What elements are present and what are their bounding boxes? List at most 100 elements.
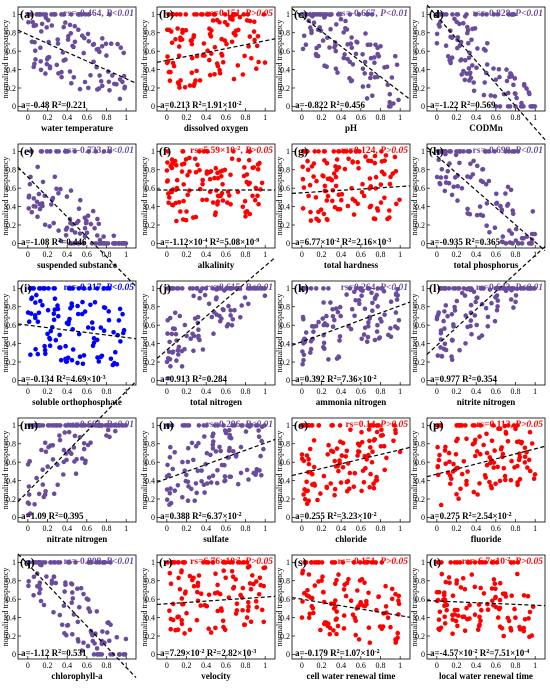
data-point (192, 498, 197, 503)
scatter-points (26, 560, 128, 657)
data-point (384, 604, 389, 609)
data-point (255, 194, 260, 199)
data-point (506, 439, 511, 444)
data-point (185, 193, 190, 198)
data-point (115, 42, 120, 47)
data-point (326, 357, 331, 362)
data-point (117, 652, 122, 657)
data-point (242, 165, 247, 170)
data-point (167, 502, 172, 507)
data-point (179, 618, 184, 623)
rs-annotation: rs=-0.828, P<0.01 (473, 9, 543, 19)
data-point (223, 576, 228, 581)
data-point (440, 572, 445, 577)
plot-frame (18, 418, 136, 522)
data-point (365, 96, 370, 101)
data-point (503, 474, 508, 479)
data-point (459, 57, 464, 62)
y-axis-label: normalized transparency (275, 431, 284, 510)
data-point (77, 332, 82, 337)
data-point (497, 75, 502, 80)
data-point (443, 621, 448, 626)
data-point (511, 305, 516, 310)
data-point (307, 462, 312, 467)
data-point (311, 12, 316, 17)
y-tick-label: 0 (151, 650, 155, 659)
x-tick-label: 0.2 (43, 250, 53, 259)
x-tick-label: 0.6 (82, 524, 92, 533)
data-point (354, 52, 359, 57)
data-point (479, 179, 484, 184)
y-tick-label: 1 (286, 147, 290, 156)
data-point (485, 463, 490, 468)
data-point (245, 468, 250, 473)
data-point (73, 230, 78, 235)
data-point (388, 182, 393, 187)
data-point (95, 609, 100, 614)
x-tick-label: 0.6 (221, 387, 231, 396)
data-point (194, 69, 199, 74)
fit-line (292, 9, 410, 100)
data-point (307, 615, 312, 620)
data-point (205, 169, 210, 174)
data-point (68, 69, 73, 74)
data-point (468, 149, 473, 154)
data-point (359, 489, 364, 494)
data-point (310, 324, 315, 329)
data-point (190, 71, 195, 76)
data-point (256, 60, 261, 65)
data-point (314, 53, 319, 58)
y-tick-label: 1 (12, 147, 16, 156)
data-point (512, 607, 517, 612)
data-point (389, 299, 394, 304)
data-point (467, 78, 472, 83)
data-point (37, 492, 42, 497)
scatter-points (300, 149, 401, 223)
data-point (530, 441, 535, 446)
y-tick-label: 1 (151, 558, 155, 567)
data-point (232, 308, 237, 313)
data-point (442, 309, 447, 314)
y-tick-label: 0 (421, 102, 425, 111)
data-point (176, 615, 181, 620)
data-point (479, 608, 484, 613)
data-point (31, 593, 36, 598)
data-point (450, 357, 455, 362)
data-point (333, 487, 338, 492)
data-point (379, 319, 384, 324)
data-point (209, 28, 214, 33)
data-point (322, 63, 327, 68)
data-point (397, 198, 402, 203)
data-point (69, 600, 74, 605)
data-point (82, 447, 87, 452)
x-axis-label: local water renewal time (439, 671, 533, 681)
x-tick-label: 0.4 (62, 250, 72, 259)
data-point (352, 314, 357, 319)
data-point (69, 81, 74, 86)
data-point (523, 460, 528, 465)
panel-tag: (a) (20, 7, 34, 21)
x-tick-label: 0.2 (182, 113, 192, 122)
y-tick-label: 0 (151, 102, 155, 111)
data-point (320, 316, 325, 321)
data-point (367, 485, 372, 490)
data-point (360, 182, 365, 187)
fit-line (427, 147, 545, 250)
data-point (221, 60, 226, 65)
data-point (454, 619, 459, 624)
data-point (99, 79, 104, 84)
data-point (42, 495, 47, 500)
data-point (370, 301, 375, 306)
data-point (97, 73, 102, 78)
data-point (362, 71, 367, 76)
data-point (435, 41, 440, 46)
data-point (473, 300, 478, 305)
data-point (323, 184, 328, 189)
data-point (469, 38, 474, 43)
data-point (61, 472, 66, 477)
data-point (333, 205, 338, 210)
data-point (74, 471, 79, 476)
